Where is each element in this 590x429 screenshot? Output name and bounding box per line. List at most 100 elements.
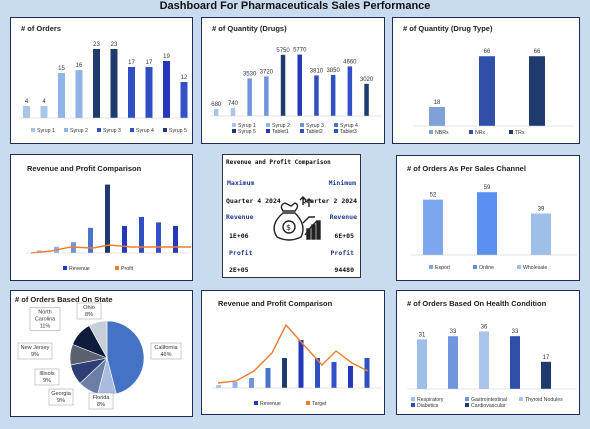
legend-label: Syrup 2 [272, 123, 290, 129]
bar [479, 331, 489, 389]
legend-swatch [266, 129, 270, 133]
pie-label-box [76, 302, 102, 320]
data-label: 5750 [276, 48, 290, 54]
legend-label: TRx [515, 130, 525, 136]
revenue-profit-chart: Revenue Profit [25, 184, 191, 272]
bar [110, 49, 118, 118]
legend-label: Syrup 3 [103, 128, 121, 134]
bar [477, 192, 497, 255]
bar [364, 83, 369, 116]
data-label: 66 [484, 49, 491, 55]
legend-swatch [334, 123, 338, 127]
bar [298, 340, 304, 388]
bar [88, 227, 93, 253]
pie-label: 9% [31, 352, 39, 358]
legend-swatch [306, 401, 310, 405]
data-label: 17 [128, 60, 135, 66]
kpi-min-profit: 94480 [334, 266, 354, 274]
pie-slice [88, 320, 108, 359]
panel-title: # of Orders Based On State [15, 295, 113, 304]
panel-title: Revenue and Profit Comparison [27, 164, 142, 173]
legend-label: Wholesale [523, 265, 547, 271]
data-label: 39 [538, 206, 545, 212]
dashboard-title: Dashboard For Pharmaceuticals Sales Perf… [159, 0, 431, 12]
legend-swatch [465, 403, 469, 407]
kpi-min-quarter: Quarter 2 2024 [302, 197, 357, 205]
pie-label: Carolina [35, 317, 56, 323]
pie-label: 8% [85, 312, 93, 318]
legend-label: Syrup 1 [238, 123, 256, 129]
pie-slice [106, 320, 145, 395]
bar [479, 56, 495, 126]
kpi-max-quarter: Quarter 4 2024 [226, 197, 281, 205]
legend-label: Syrup 4 [136, 128, 154, 134]
data-label: 680 [211, 102, 222, 108]
kpi-max-profit: 2E+05 [229, 266, 249, 274]
bar [348, 366, 353, 388]
bar [122, 226, 127, 253]
data-label: 19 [163, 54, 170, 60]
pie-label-box [29, 307, 61, 331]
pie-label: Ohio [83, 305, 95, 311]
pie-label: California [154, 345, 178, 351]
legend-swatch [232, 129, 236, 133]
panel-title: # of Orders Based On Health Condition [407, 299, 547, 308]
health-panel: # of Orders Based On Health Condition 31… [396, 290, 580, 415]
money-bag-growth-icon: $ [273, 196, 321, 241]
legend-swatch [163, 128, 167, 132]
legend-label: Syrup 5 [238, 129, 256, 135]
legend-swatch [465, 397, 469, 401]
bar [423, 199, 443, 255]
legend-label: Tablet1 [272, 129, 289, 135]
panel-title: # of Orders As Per Sales Channel [407, 164, 526, 173]
panel-title: # of Quantity (Drug Type) [403, 24, 493, 33]
legend-label: Syrup 2 [70, 128, 88, 134]
pie-label-box [48, 388, 74, 406]
kpi-revenue-label-left: Revenue [226, 213, 254, 221]
bar [249, 378, 254, 388]
data-label: 23 [93, 42, 100, 48]
bar [347, 66, 353, 116]
bar [163, 61, 170, 118]
kpi-profit-label-right: Profit [330, 249, 354, 257]
quantity-drugs-panel: # of Quantity (Drugs) 680 740 3530 3720 5750… [201, 17, 385, 144]
legend-label: Profit [121, 266, 134, 272]
svg-text:$: $ [286, 223, 291, 232]
data-label: 740 [228, 101, 239, 107]
kpi-card: Revenue and Profit Comparison Maximum Mi… [222, 154, 361, 278]
data-label: 36 [481, 324, 488, 330]
panel-title: Revenue and Profit Comparison [218, 299, 333, 308]
pie-label: Georgia [51, 391, 72, 397]
legend-swatch [31, 128, 35, 132]
legend-label: Respiratory [417, 397, 444, 403]
bar [105, 184, 110, 253]
panel-title: # of Orders [21, 24, 62, 33]
data-label: 17 [543, 355, 550, 361]
data-label: 33 [450, 329, 457, 335]
pie-label: Florida [93, 395, 111, 401]
bar [145, 67, 153, 118]
data-label: 66 [534, 49, 541, 55]
legend-swatch [300, 129, 304, 133]
data-label: 4 [42, 99, 46, 105]
legend-swatch [473, 265, 477, 269]
bar [216, 385, 221, 388]
kpi-revenue-label-right: Revenue [329, 213, 357, 221]
bar [529, 56, 545, 126]
legend-swatch [115, 266, 119, 270]
bar [23, 106, 30, 118]
panel-title: # of Quantity (Drugs) [212, 24, 287, 33]
legend-swatch [334, 129, 338, 133]
drug-type-chart: 18 66 66 NBRx NRx TRx [413, 49, 573, 136]
pie-label: 11% [40, 324, 51, 330]
legend-label: Gastrointestinal [471, 397, 507, 403]
data-label: 23 [111, 42, 118, 48]
kpi-min-revenue: 6E+05 [334, 232, 354, 240]
legend-swatch [411, 403, 415, 407]
legend-swatch [266, 123, 270, 127]
data-label: 12 [181, 75, 188, 81]
legend-label: Syrup 1 [37, 128, 55, 134]
bar [40, 106, 48, 118]
health-chart: 31 33 36 33 17 Respiratory Gastrointestinal Thy… [407, 324, 577, 409]
legend-swatch [517, 265, 521, 269]
